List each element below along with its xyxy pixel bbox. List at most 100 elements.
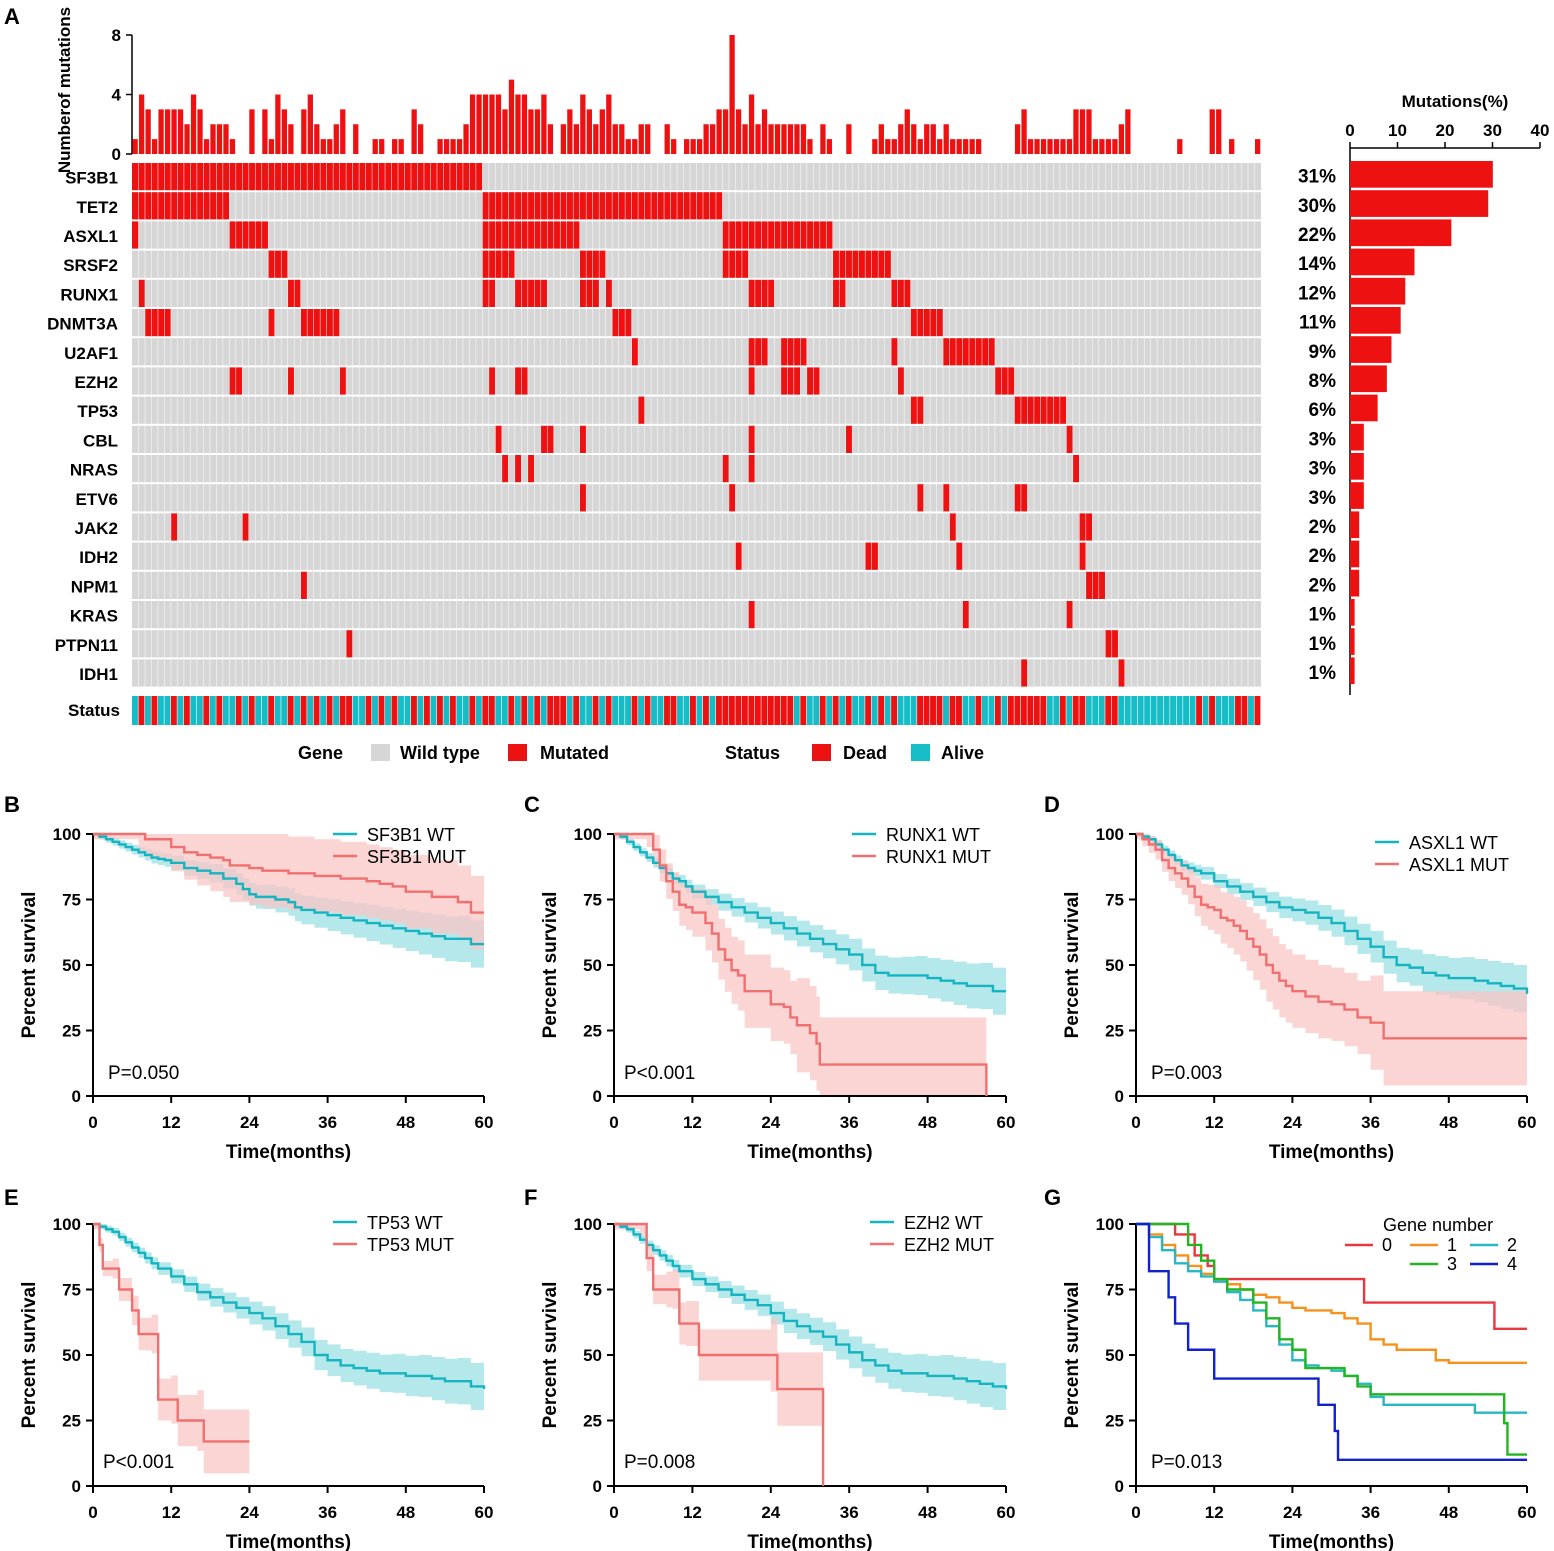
top-mutation-bar	[1079, 109, 1086, 154]
x-tick-label: 0	[1131, 1113, 1140, 1132]
top-mutation-bar	[807, 139, 813, 154]
side-bar-percent-label: 1%	[1309, 663, 1337, 684]
oncoprint-mutation-cell	[482, 192, 723, 220]
x-tick-label: 12	[683, 1503, 702, 1522]
top-mutation-bar	[223, 124, 229, 154]
oncoprint-mutation-cell	[845, 425, 853, 453]
legend-label: 1	[1447, 1235, 1457, 1255]
top-mutation-bar	[268, 139, 275, 154]
oncoprint-mutation-cell	[514, 279, 548, 307]
top-mutation-bar	[930, 124, 936, 154]
side-bar-percent-label: 3%	[1309, 429, 1337, 450]
status-cell-alive	[1001, 696, 1008, 725]
top-mutation-bar	[703, 124, 709, 154]
status-cell-dead	[1241, 696, 1248, 725]
status-cell-alive	[209, 696, 216, 725]
status-cell-dead	[975, 696, 982, 725]
top-mutation-bar	[281, 109, 288, 154]
top-mutation-bar	[612, 124, 618, 154]
top-mutation-bar	[1027, 139, 1034, 154]
status-cell-dead	[1059, 696, 1066, 725]
y-tick-label: 50	[1105, 956, 1124, 975]
side-bar-percent-labels: 31% 30% 22% 14% 12% 11% 9% 8% 6% 3% 3% 3% 2% 2% 2% 1% 1%…	[1298, 167, 1336, 684]
status-cell-dead	[553, 696, 560, 725]
mut-confidence-band	[1136, 834, 1527, 1086]
status-cell-alive	[1092, 696, 1099, 725]
status-cell-alive	[858, 696, 865, 725]
status-cell-dead	[1027, 696, 1034, 725]
top-mutation-bar	[1105, 139, 1112, 154]
status-cell-alive	[157, 696, 164, 725]
status-cell-alive	[132, 696, 138, 725]
status-cell-alive	[586, 696, 593, 725]
top-mutation-bar	[1021, 109, 1027, 154]
status-cell-alive	[514, 696, 521, 725]
status-cell-dead	[994, 696, 1001, 725]
status-row-label: Status	[68, 701, 120, 720]
oncoprint-mutation-cell	[962, 601, 970, 629]
status-cell-alive	[884, 696, 891, 725]
y-tick-label: 25	[62, 1022, 81, 1041]
panel-letter-b: B	[4, 792, 20, 817]
top-mutation-bar	[567, 109, 573, 154]
top-mutation-bar	[904, 109, 910, 154]
top-mutation-bar	[560, 124, 567, 154]
oncoprint-mutation-cell	[1085, 571, 1106, 599]
gene-label: ASXL1	[63, 227, 118, 246]
top-mutation-bar	[846, 124, 852, 154]
status-cell-alive	[806, 696, 813, 725]
status-cell-dead	[754, 696, 761, 725]
status-cell-dead	[715, 696, 722, 725]
side-bar-percent-label: 2%	[1309, 575, 1337, 596]
y-tick-label: 0	[72, 1087, 81, 1106]
status-cell-dead	[644, 696, 651, 725]
survival-curve-wt	[93, 1222, 486, 1390]
top-mutation-bar	[748, 94, 755, 154]
top-mutation-bar	[417, 124, 424, 154]
survival-curve-group-4	[1136, 1222, 1527, 1461]
y-tick-label: 25	[583, 1022, 602, 1041]
y-tick-label: 50	[62, 1346, 81, 1365]
oncoprint-column-separators	[138, 163, 1255, 689]
legend-label: ASXL1 MUT	[1409, 855, 1509, 875]
top-mutation-bar	[1060, 139, 1066, 154]
status-cell-alive	[333, 696, 340, 725]
oncoprint-mutation-cell	[897, 367, 905, 395]
status-cell-alive	[1124, 696, 1131, 725]
gene-label: NPM1	[71, 577, 118, 596]
top-mutation-bar	[898, 124, 904, 154]
side-bar-percent-label: 9%	[1309, 342, 1337, 363]
survival-panel-b: B 0 25 50 75 100 0 12 24 36 48 60 Time(months) Percen…	[4, 792, 493, 1163]
y-tick-label: 0	[1115, 1477, 1124, 1496]
status-cell-dead	[664, 696, 670, 725]
top-mutation-bar	[826, 139, 833, 154]
wt-confidence-band	[93, 1224, 484, 1413]
status-cell-alive	[1183, 696, 1190, 725]
status-cell-alive	[625, 696, 632, 725]
legend-label: ASXL1 WT	[1409, 833, 1498, 853]
survival-curve-mut	[93, 832, 484, 914]
top-mutation-bar	[398, 139, 404, 154]
status-cell-alive	[177, 696, 184, 725]
top-mutation-bar	[768, 124, 774, 154]
top-mutation-bar	[943, 124, 949, 154]
top-mutation-bar	[353, 124, 359, 154]
top-mutation-bar	[1086, 109, 1092, 154]
x-tick-label: 12	[1205, 1113, 1224, 1132]
status-cell-alive	[1163, 696, 1170, 725]
panel-letter-g: G	[1044, 1185, 1061, 1210]
top-mutation-bar	[138, 94, 145, 154]
oncoprint-mutation-cell	[748, 455, 755, 483]
y-tick-label: 100	[53, 1215, 81, 1234]
status-cell-alive	[1066, 696, 1073, 725]
top-bar-y-tick-label: 4	[112, 86, 122, 105]
legend-label: 2	[1507, 1235, 1517, 1255]
y-axis-title: Percent survival	[540, 892, 561, 1039]
legend-label: RUNX1 WT	[886, 825, 980, 845]
status-cell-alive	[1170, 696, 1177, 725]
legend-label: RUNX1 MUT	[886, 847, 991, 867]
top-mutation-bar	[372, 139, 378, 154]
status-cell-dead	[216, 696, 223, 725]
gene-label: KRAS	[70, 607, 118, 626]
